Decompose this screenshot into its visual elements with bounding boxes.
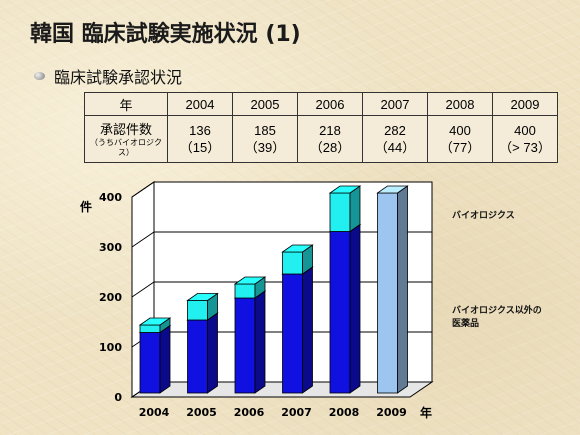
slide-subtitle: 臨床試験承認状況 [54, 68, 183, 87]
y-tick-label: 100 [99, 341, 122, 354]
bar-non-bio-side [254, 290, 266, 394]
table-cell: 400 （> 73） [492, 115, 558, 163]
slide-title: 韓国 臨床試験実施状況 (1) [30, 22, 301, 47]
cell-total: 136 [189, 123, 211, 138]
y-tick-label: 300 [99, 241, 122, 254]
bar-non-bio-side [207, 312, 218, 394]
y-tick-label: 400 [99, 191, 122, 204]
bar-non-bio-front [139, 332, 161, 394]
cell-bio: （> 73） [499, 140, 551, 155]
bar-bio-top [233, 276, 267, 285]
subtitle-row: 臨床試験承認状況 [34, 64, 182, 88]
x-tick-label: 2005 [186, 406, 217, 419]
cell-total: 185 [254, 123, 276, 138]
bar-non-bio-front [187, 319, 208, 394]
x-tick-label: 2006 [234, 406, 265, 419]
legend-bio: バイオロジクス [452, 210, 515, 223]
row-label-main: 承認件数 [99, 121, 152, 137]
table-cell: 136 （15） [167, 115, 233, 163]
bar-total-side [397, 185, 408, 394]
bar-total-front [377, 192, 398, 394]
cell-total: 400 [514, 123, 536, 138]
cell-bio: （15） [179, 140, 221, 155]
table-header-year-label: 年 [84, 92, 168, 116]
x-axis-unit: 年 [420, 406, 433, 420]
legend-non-bio-label-2: 医薬品 [452, 319, 480, 329]
bar-bio-top [281, 244, 314, 253]
bar-non-bio-front [282, 273, 303, 394]
bar-bio-top [328, 185, 362, 194]
bar-non-bio-side [302, 266, 313, 394]
gridline [131, 181, 432, 198]
bar-bio-top [138, 317, 172, 326]
legend-non-bio-label-1: バイオロジクス以外の [452, 306, 542, 316]
bar-non-bio-side [159, 324, 171, 394]
table-cell: 282 （44） [362, 115, 428, 163]
legend-non-bio: バイオロジクス以外の 医薬品 [452, 305, 542, 331]
cell-total: 400 [449, 123, 471, 138]
cell-bio: （28） [309, 140, 351, 155]
cell-bio: （77） [439, 140, 481, 155]
approval-table: 年 2004 2005 2006 2007 2008 2009 承認件数 （うち… [84, 92, 558, 163]
x-tick-label: 2009 [376, 406, 407, 419]
bar-non-bio-front [234, 297, 256, 394]
y-tick-label: 200 [99, 291, 122, 304]
bar-bio-side [349, 185, 361, 233]
legend-bio-label: バイオロジクス [452, 211, 515, 221]
bar-bio-front [187, 300, 208, 321]
y-tick-label: 0 [114, 391, 122, 404]
table-cell: 400 （77） [427, 115, 493, 163]
bar-bio-front [234, 283, 256, 299]
bullet-icon [34, 72, 45, 80]
bar-non-bio-front [329, 231, 351, 394]
bar-bio-front [282, 251, 303, 275]
row-label-sub: （うちバイオロジクス） [90, 137, 162, 157]
cell-bio: （39） [244, 140, 286, 155]
bar-bio-top [186, 293, 219, 301]
x-tick-label: 2007 [281, 406, 312, 419]
bar-bio-front [139, 324, 161, 333]
bar-bio-front [329, 192, 351, 232]
x-tick-label: 2004 [139, 406, 170, 419]
table-header-cell: 2005 [232, 92, 298, 116]
bar-total-top [376, 185, 409, 194]
y-axis-unit: 件 [80, 200, 93, 214]
bar-non-bio-side [349, 223, 361, 394]
table-row: 承認件数 （うちバイオロジクス） 136 （15） 185 （39） 218 （28）… [84, 115, 558, 163]
cell-total: 282 [384, 123, 406, 138]
x-tick-label: 2008 [329, 406, 360, 419]
cell-bio: （44） [374, 140, 416, 155]
table-header-cell: 2006 [297, 92, 363, 116]
cell-total: 218 [319, 123, 341, 138]
table-header-cell: 2007 [362, 92, 428, 116]
